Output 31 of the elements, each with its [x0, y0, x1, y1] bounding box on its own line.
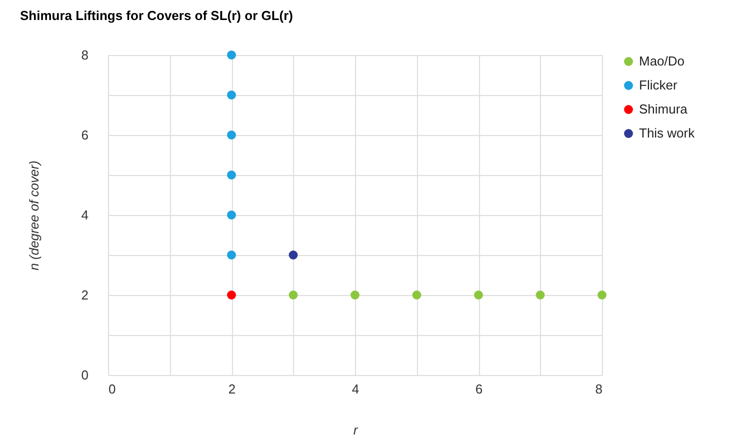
y-tick-label: 4 [81, 208, 88, 222]
legend-label: Flicker [639, 78, 678, 92]
legend-label: Mao/Do [639, 54, 685, 68]
point [227, 130, 236, 140]
x-tick-label: 8 [595, 382, 602, 396]
x-axis-title: r [353, 422, 358, 438]
chart-title: Shimura Liftings for Covers of SL(r) or GL(r) [20, 8, 294, 23]
x-tick-label: 0 [108, 382, 116, 396]
legend-label: Shimura [639, 102, 688, 116]
x-tick-label: 4 [352, 382, 360, 396]
point [350, 290, 360, 300]
point [227, 250, 236, 260]
y-tick-label: 6 [81, 128, 88, 142]
point [536, 290, 545, 300]
point [288, 290, 298, 300]
y-tick-label: 2 [81, 288, 88, 302]
point [412, 290, 422, 300]
x-tick-label: 2 [228, 382, 236, 396]
point [474, 290, 483, 300]
y-axis-title: n (degree of cover) [26, 160, 42, 270]
point [598, 290, 606, 300]
point [288, 250, 298, 260]
point [227, 170, 236, 180]
point [227, 90, 236, 100]
point [227, 290, 236, 300]
legend-label: This work [639, 126, 696, 140]
y-tick-label: 0 [81, 368, 88, 382]
x-tick-label: 6 [475, 382, 483, 396]
y-tick-label: 8 [81, 48, 88, 62]
point [227, 210, 236, 220]
point [227, 50, 236, 60]
